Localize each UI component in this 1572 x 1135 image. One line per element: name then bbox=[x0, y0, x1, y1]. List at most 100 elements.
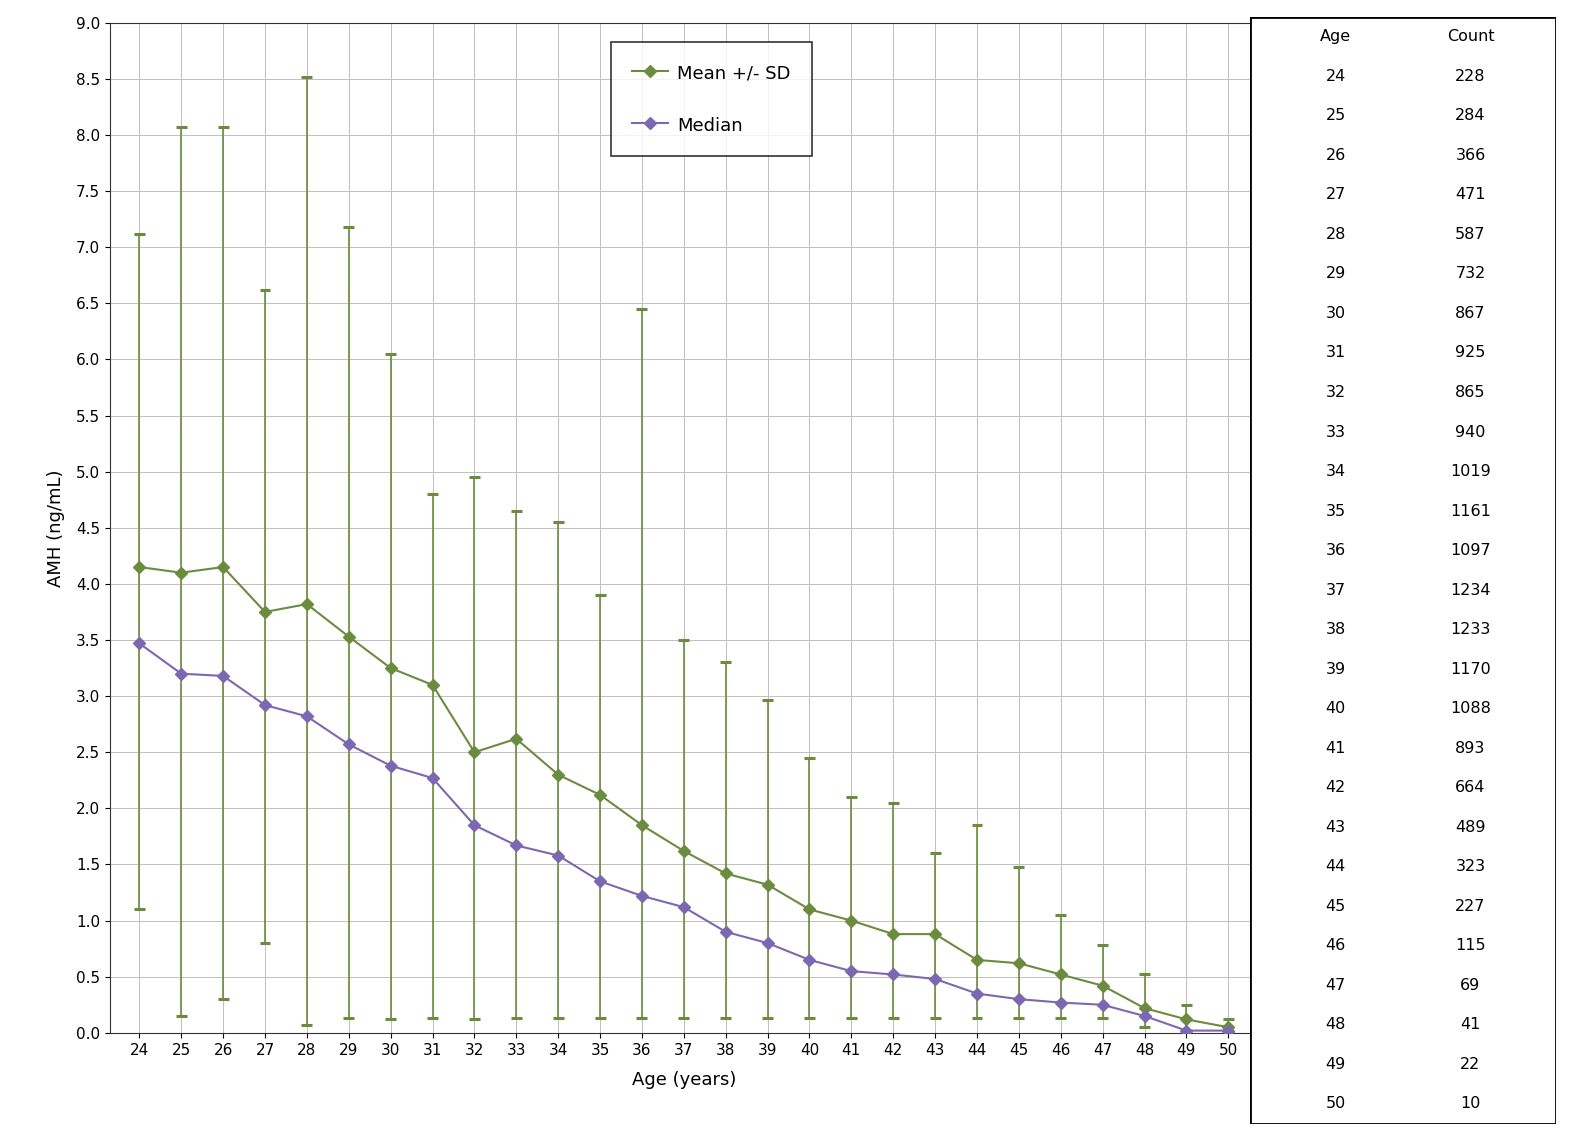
Text: 115: 115 bbox=[1456, 939, 1486, 953]
Text: 48: 48 bbox=[1325, 1017, 1346, 1033]
Text: 227: 227 bbox=[1456, 899, 1486, 914]
Median bbox=[674, 900, 693, 914]
Median bbox=[632, 889, 651, 902]
Text: 940: 940 bbox=[1456, 424, 1486, 439]
Text: 1170: 1170 bbox=[1449, 662, 1490, 676]
Median bbox=[591, 874, 610, 888]
Mean +/- SD bbox=[1135, 1001, 1154, 1015]
Median bbox=[340, 738, 358, 751]
Text: 22: 22 bbox=[1460, 1057, 1481, 1071]
Mean +/- SD bbox=[926, 927, 945, 941]
Median bbox=[130, 637, 149, 650]
Text: 587: 587 bbox=[1456, 227, 1486, 242]
Median bbox=[843, 965, 861, 978]
Mean +/- SD bbox=[1177, 1012, 1196, 1026]
Mean +/- SD bbox=[632, 818, 651, 832]
Text: 865: 865 bbox=[1456, 385, 1486, 400]
Median bbox=[506, 839, 525, 852]
Mean +/- SD bbox=[758, 877, 777, 891]
Median bbox=[171, 667, 190, 681]
Text: 1161: 1161 bbox=[1449, 504, 1490, 519]
Median bbox=[1218, 1024, 1237, 1037]
Mean +/- SD bbox=[297, 597, 316, 611]
Median bbox=[1135, 1009, 1154, 1023]
Text: 32: 32 bbox=[1325, 385, 1346, 400]
Text: 50: 50 bbox=[1325, 1096, 1346, 1111]
Text: 38: 38 bbox=[1325, 622, 1346, 637]
Text: 42: 42 bbox=[1325, 780, 1346, 796]
Mean +/- SD bbox=[256, 605, 275, 619]
Text: 31: 31 bbox=[1325, 345, 1346, 361]
Text: 47: 47 bbox=[1325, 978, 1346, 993]
Mean +/- SD bbox=[1093, 978, 1111, 992]
Median bbox=[1009, 992, 1028, 1006]
Mean +/- SD bbox=[1052, 968, 1071, 982]
Text: 44: 44 bbox=[1325, 859, 1346, 874]
Text: 29: 29 bbox=[1325, 267, 1346, 281]
Text: 49: 49 bbox=[1325, 1057, 1346, 1071]
Text: 27: 27 bbox=[1325, 187, 1346, 202]
Y-axis label: AMH (ng/mL): AMH (ng/mL) bbox=[47, 469, 64, 587]
Text: 1019: 1019 bbox=[1449, 464, 1490, 479]
Text: 10: 10 bbox=[1460, 1096, 1481, 1111]
Text: 41: 41 bbox=[1325, 741, 1346, 756]
Median bbox=[549, 849, 567, 863]
Mean +/- SD bbox=[1009, 957, 1028, 970]
Line: Mean +/- SD: Mean +/- SD bbox=[135, 563, 1232, 1032]
Mean +/- SD bbox=[506, 732, 525, 746]
Text: 228: 228 bbox=[1456, 69, 1486, 84]
Mean +/- SD bbox=[423, 678, 442, 691]
Text: 1234: 1234 bbox=[1451, 582, 1490, 598]
Median bbox=[926, 973, 945, 986]
Text: 30: 30 bbox=[1325, 306, 1346, 321]
Median bbox=[1093, 998, 1111, 1011]
Median bbox=[465, 818, 484, 832]
Mean +/- SD bbox=[800, 902, 819, 916]
Mean +/- SD bbox=[214, 561, 233, 574]
Text: 323: 323 bbox=[1456, 859, 1486, 874]
Median bbox=[717, 925, 736, 939]
Text: 366: 366 bbox=[1456, 148, 1486, 162]
Mean +/- SD bbox=[883, 927, 902, 941]
Text: 34: 34 bbox=[1325, 464, 1346, 479]
Text: 41: 41 bbox=[1460, 1017, 1481, 1033]
Median bbox=[256, 698, 275, 712]
Text: 732: 732 bbox=[1456, 267, 1486, 281]
Text: 35: 35 bbox=[1325, 504, 1346, 519]
X-axis label: Age (years): Age (years) bbox=[632, 1071, 736, 1090]
Text: Count: Count bbox=[1446, 30, 1495, 44]
Mean +/- SD bbox=[843, 914, 861, 927]
Mean +/- SD bbox=[382, 662, 401, 675]
Text: 33: 33 bbox=[1325, 424, 1346, 439]
Text: 43: 43 bbox=[1325, 819, 1346, 834]
Text: 37: 37 bbox=[1325, 582, 1346, 598]
Mean +/- SD bbox=[549, 768, 567, 782]
Text: 26: 26 bbox=[1325, 148, 1346, 162]
Mean +/- SD bbox=[717, 867, 736, 881]
Text: 45: 45 bbox=[1325, 899, 1346, 914]
Text: 489: 489 bbox=[1456, 819, 1486, 834]
Text: 1233: 1233 bbox=[1451, 622, 1490, 637]
Mean +/- SD bbox=[1218, 1020, 1237, 1034]
Mean +/- SD bbox=[130, 561, 149, 574]
Median bbox=[758, 936, 777, 950]
Text: 28: 28 bbox=[1325, 227, 1346, 242]
Text: 471: 471 bbox=[1456, 187, 1486, 202]
Text: 664: 664 bbox=[1456, 780, 1486, 796]
Mean +/- SD bbox=[171, 566, 190, 580]
Mean +/- SD bbox=[340, 630, 358, 644]
Text: 867: 867 bbox=[1456, 306, 1486, 321]
Median bbox=[382, 759, 401, 773]
Text: 39: 39 bbox=[1325, 662, 1346, 676]
Median bbox=[297, 709, 316, 723]
Median bbox=[214, 670, 233, 683]
Mean +/- SD bbox=[967, 953, 986, 967]
Median bbox=[1177, 1024, 1196, 1037]
Mean +/- SD bbox=[674, 844, 693, 858]
Median bbox=[423, 772, 442, 785]
Text: 40: 40 bbox=[1325, 701, 1346, 716]
Mean +/- SD bbox=[465, 746, 484, 759]
Line: Median: Median bbox=[135, 639, 1232, 1035]
Text: 925: 925 bbox=[1456, 345, 1486, 361]
Mean +/- SD bbox=[591, 788, 610, 801]
